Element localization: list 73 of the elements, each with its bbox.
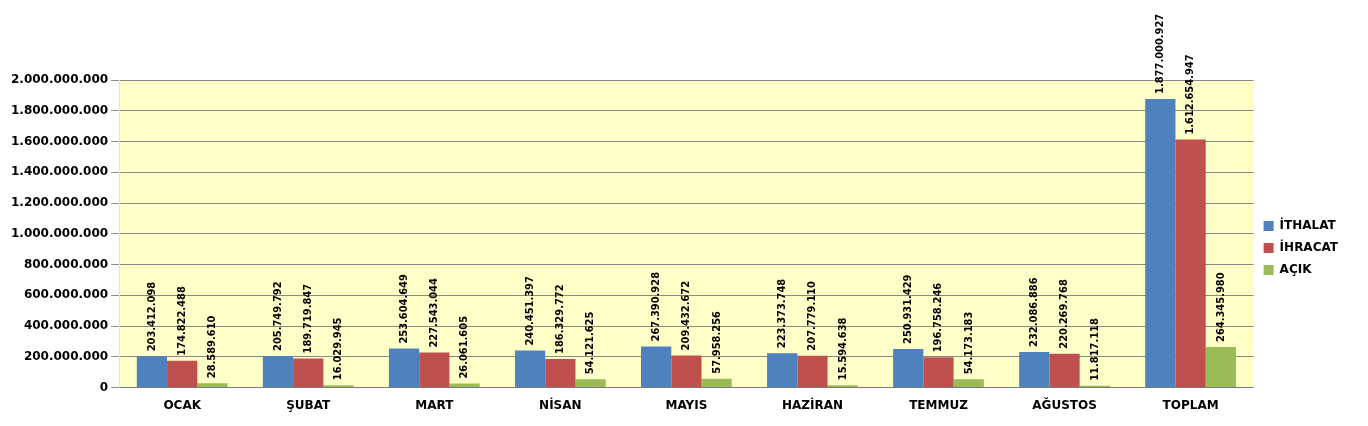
x-tick-label: TOPLAM — [1162, 397, 1219, 412]
y-tick-label: 1.400.000.000 — [11, 164, 109, 179]
bar — [1145, 98, 1176, 388]
x-tick-label: NİSAN — [539, 396, 582, 412]
bar — [1049, 353, 1080, 388]
data-label: 267.390.928 — [649, 271, 662, 342]
data-label: 26.061.605 — [457, 315, 471, 379]
bar — [388, 348, 420, 388]
data-label: 205.749.792 — [270, 281, 284, 351]
x-tick-label: ŞUBAT — [286, 397, 332, 412]
bar — [641, 346, 672, 388]
y-tick-label: 1.000.000.000 — [11, 225, 109, 240]
data-label: 174.822.488 — [175, 286, 189, 356]
y-tick-label: 400.000.000 — [23, 318, 109, 333]
bar — [767, 353, 798, 388]
data-label: 196.758.246 — [931, 282, 945, 353]
bar — [514, 350, 546, 388]
bar — [797, 355, 828, 388]
data-label: 232.086.886 — [1027, 277, 1041, 347]
y-tick-label: 800.000.000 — [23, 256, 109, 271]
data-label: 1.877.000.927 — [1153, 13, 1167, 94]
y-tick-label: 0 — [99, 379, 109, 394]
bar — [575, 379, 606, 388]
legend-label: İTHALAT — [1279, 217, 1337, 233]
bar — [893, 349, 924, 388]
x-tick-label: OCAK — [163, 397, 202, 412]
bar — [953, 379, 984, 388]
data-label: 253.604.649 — [396, 273, 410, 344]
data-label: 186.329.772 — [553, 284, 567, 354]
legend-label: İHRACAT — [1279, 239, 1339, 255]
bar — [923, 357, 954, 388]
data-label: 250.931.429 — [901, 274, 915, 345]
data-label: 189.719.847 — [301, 283, 315, 354]
bar — [701, 378, 732, 388]
data-label: 209.432.672 — [679, 280, 693, 351]
y-tick-label: 1.800.000.000 — [11, 102, 109, 117]
data-label: 227.543.044 — [427, 278, 441, 348]
bar — [136, 356, 168, 388]
y-tick-label: 1.200.000.000 — [11, 195, 109, 210]
x-tick-label: HAZİRAN — [781, 396, 843, 412]
data-label: 54.121.625 — [583, 311, 597, 375]
data-label: 240.451.397 — [522, 276, 536, 346]
legend-label: AÇIK — [1279, 262, 1313, 277]
y-tick-label: 1.600.000.000 — [11, 133, 109, 148]
data-label: 223.373.748 — [775, 278, 789, 349]
x-tick-label: MART — [415, 397, 455, 412]
data-label: 11.817.118 — [1087, 318, 1101, 381]
bar — [671, 355, 702, 388]
y-tick-label: 600.000.000 — [23, 287, 109, 302]
data-label: 57.958.256 — [709, 310, 723, 374]
data-label: 28.589.610 — [205, 315, 219, 379]
data-label: 203.412.098 — [144, 281, 158, 352]
bar — [262, 355, 294, 388]
x-tick-label: TEMMUZ — [909, 397, 969, 412]
bar — [197, 383, 228, 388]
bar — [545, 358, 576, 388]
bar — [1019, 351, 1050, 388]
y-tick-label: 200.000.000 — [23, 348, 109, 363]
data-label: 220.269.768 — [1057, 279, 1071, 349]
data-label: 264.345.980 — [1213, 272, 1227, 342]
data-label: 207.779.110 — [805, 281, 819, 351]
bar — [1175, 139, 1206, 388]
bar — [293, 358, 324, 388]
bar — [1205, 346, 1236, 388]
bar — [419, 352, 450, 388]
bar — [167, 360, 198, 388]
x-tick-label: AĞUSTOS — [1032, 396, 1097, 412]
y-tick-label: 2.000.000.000 — [11, 72, 109, 87]
data-label: 54.173.183 — [961, 311, 975, 375]
x-tick-label: MAYIS — [665, 397, 708, 412]
data-label: 1.612.654.947 — [1183, 54, 1197, 135]
data-label: 16.029.945 — [331, 317, 345, 381]
data-label: 15.594.638 — [835, 317, 849, 381]
